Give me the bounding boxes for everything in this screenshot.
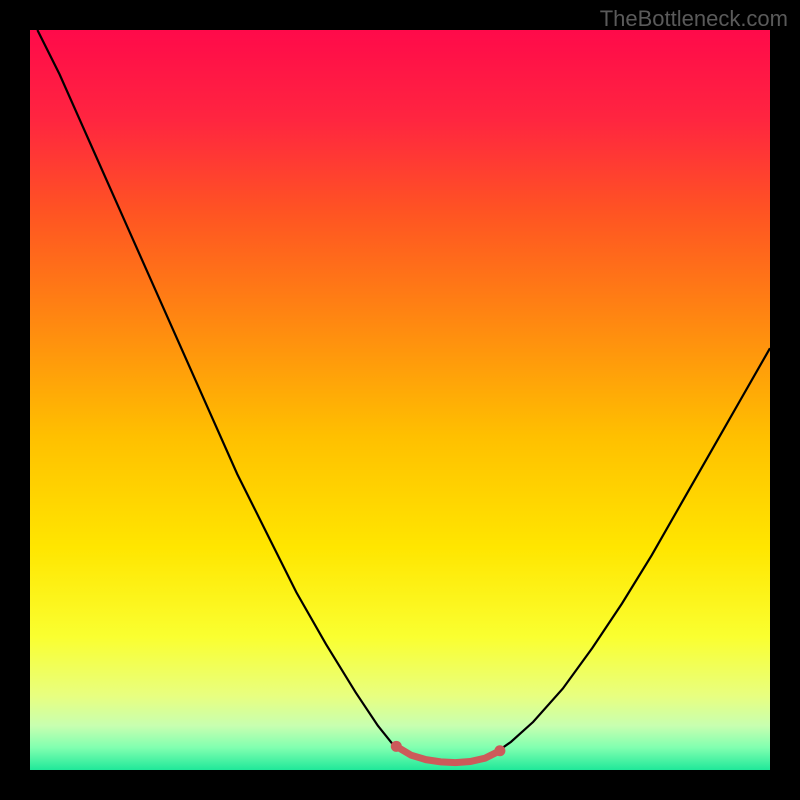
watermark-text: TheBottleneck.com bbox=[600, 6, 788, 32]
plot-background bbox=[30, 30, 770, 770]
chart-svg bbox=[0, 0, 800, 800]
bottleneck-marker-end-dot bbox=[494, 745, 505, 756]
bottleneck-chart: TheBottleneck.com bbox=[0, 0, 800, 800]
bottleneck-marker-start-dot bbox=[391, 741, 402, 752]
